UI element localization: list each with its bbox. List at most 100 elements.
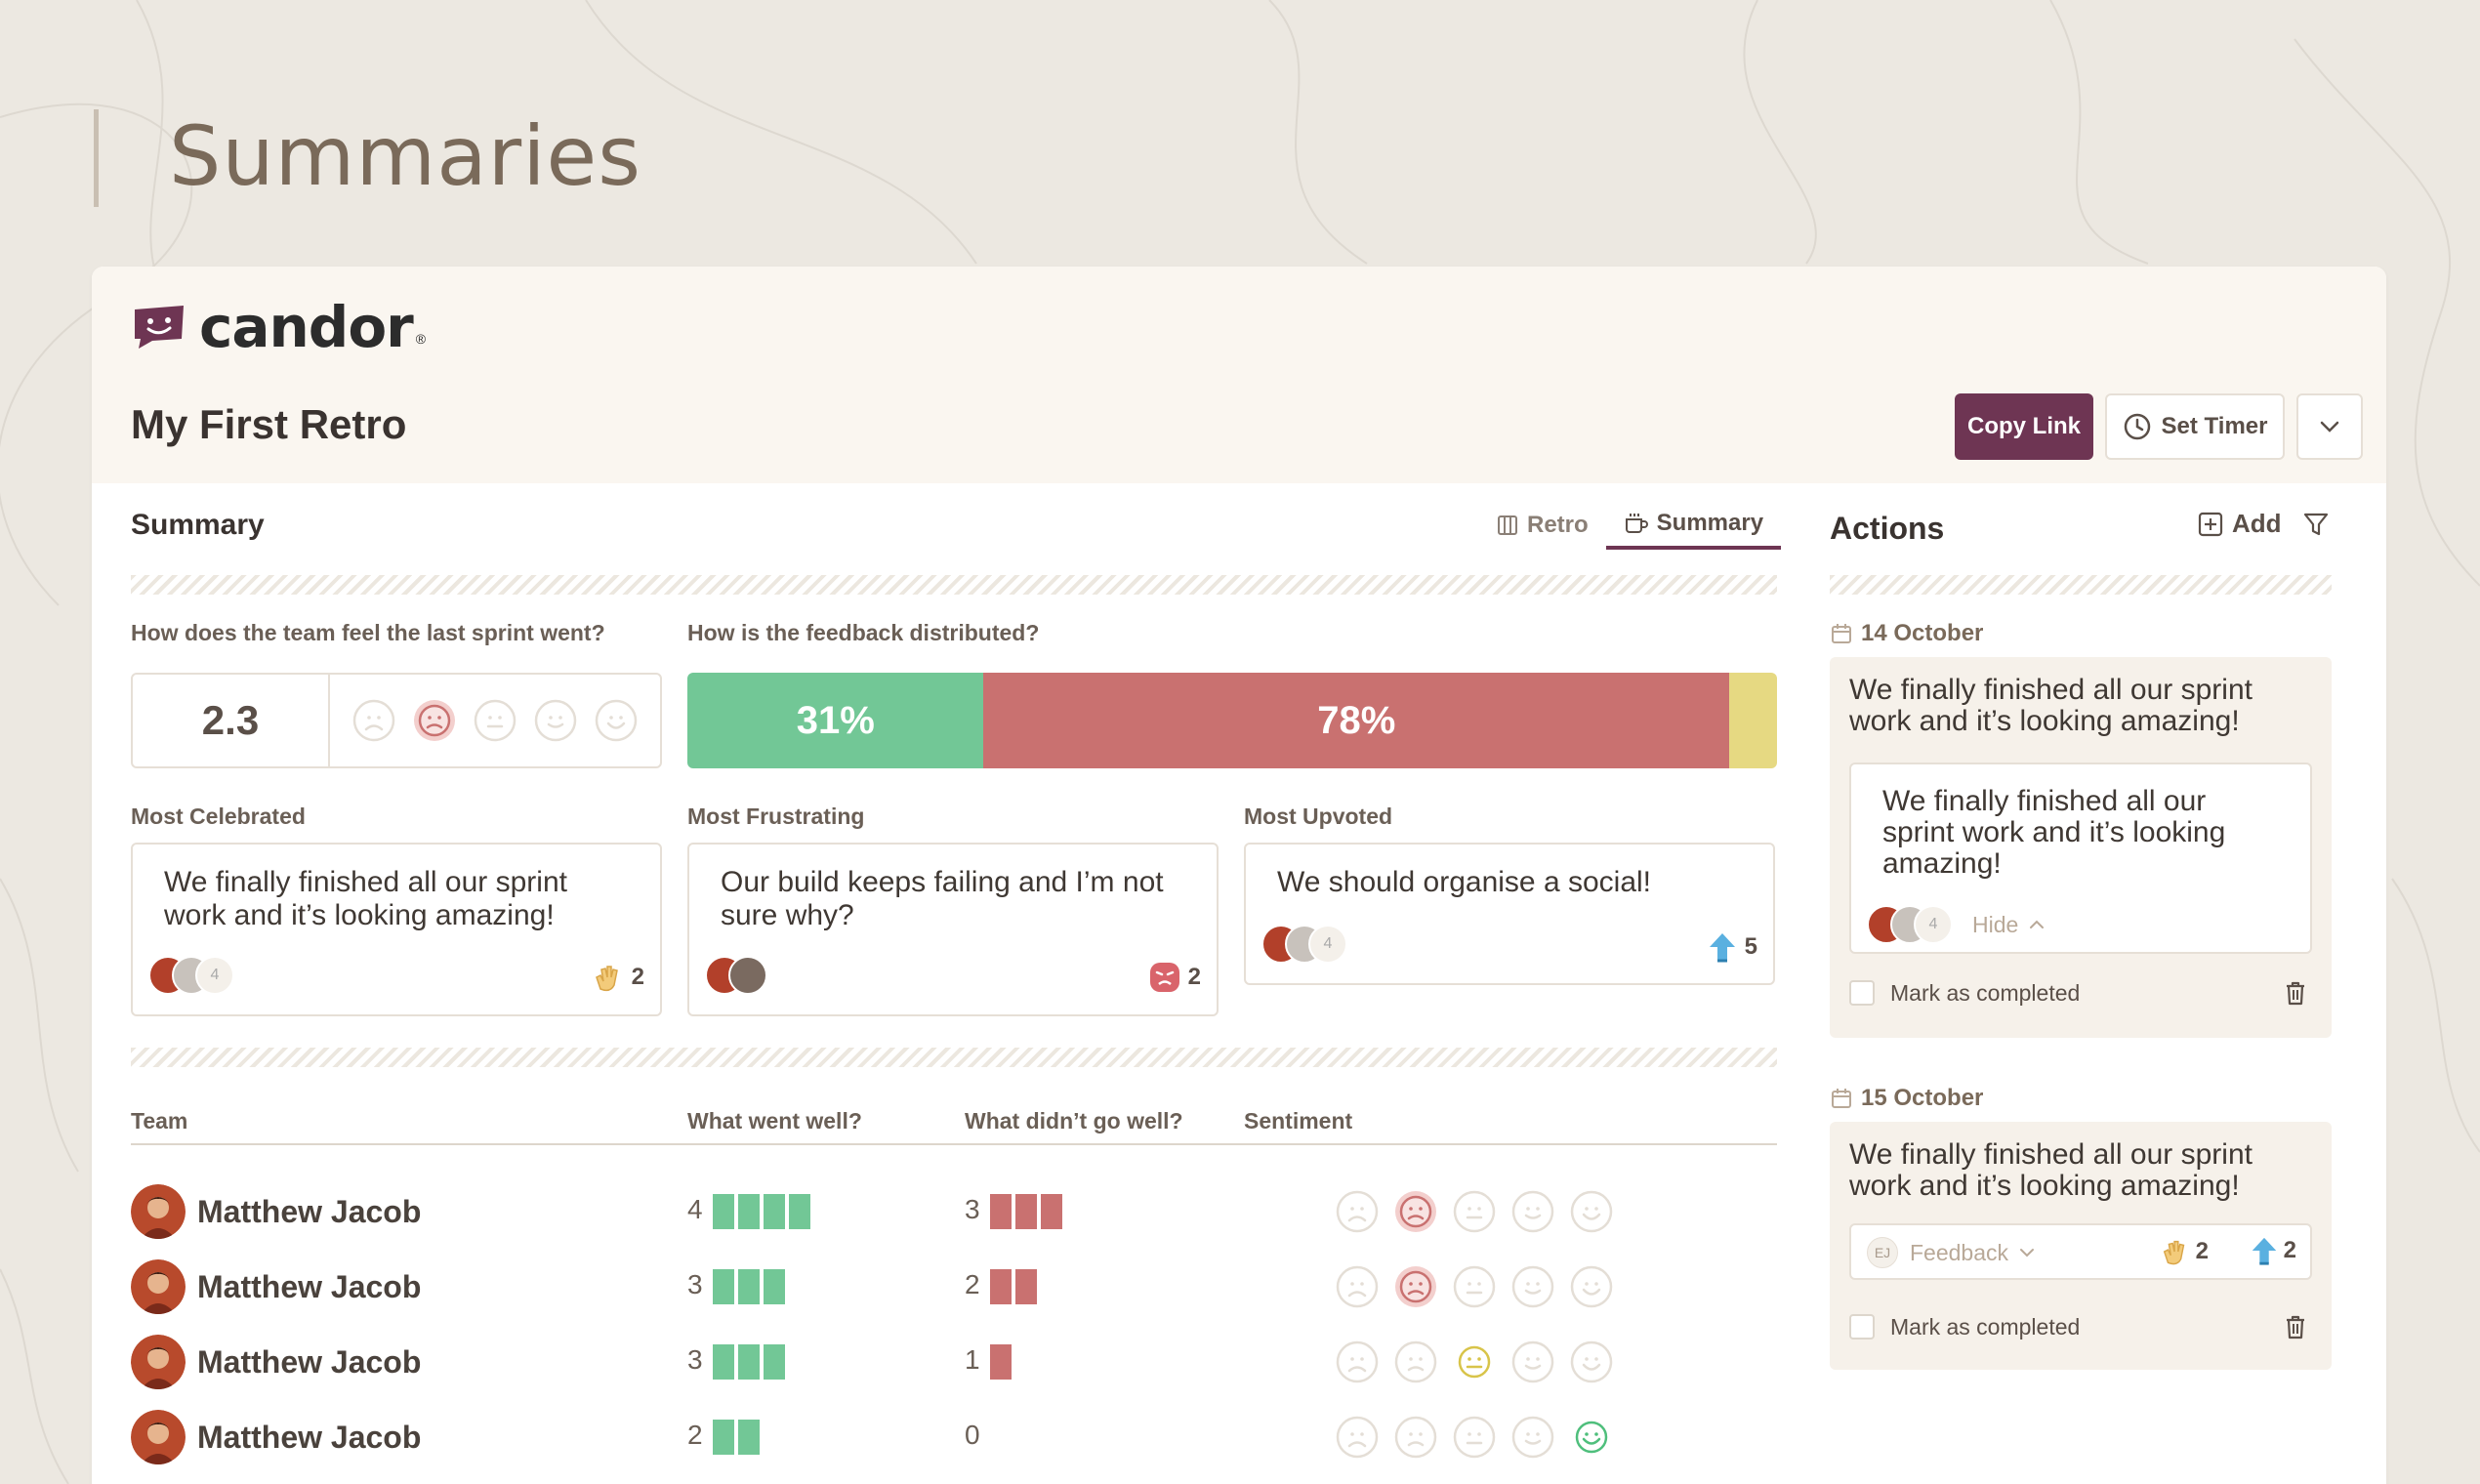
most-celebrated-text: We finally finished all our sprint work … — [164, 866, 567, 931]
clock-icon — [2123, 412, 2152, 441]
upvote-count: 5 — [1744, 933, 1757, 960]
most-celebrated-card[interactable]: We finally finished all our sprint work … — [131, 843, 662, 1016]
candor-logo[interactable]: candor ® — [131, 294, 426, 360]
trash-icon[interactable] — [2283, 1313, 2308, 1340]
didnt-go-well-bar-segment — [990, 1344, 1012, 1380]
sentiment-face-icon — [1511, 1190, 1554, 1233]
more-options-button[interactable] — [2296, 393, 2363, 460]
went-well-count: 4 — [687, 1194, 703, 1224]
set-timer-button[interactable]: Set Timer — [2105, 393, 2285, 460]
upvote-reaction[interactable]: 2 — [2249, 1235, 2296, 1266]
team-member-name: Matthew Jacob — [197, 1194, 422, 1229]
clap-reaction[interactable]: 2 — [2159, 1235, 2209, 1268]
clap-count: 2 — [631, 964, 644, 990]
divider-hatch — [131, 1048, 1777, 1067]
went-well-bar-segment — [764, 1269, 785, 1304]
avatar — [728, 956, 767, 995]
chevron-down-icon — [2319, 413, 2340, 440]
sentiment-face-icon — [1394, 1340, 1437, 1383]
filter-icon — [2302, 511, 2330, 543]
sentiment-face-icon — [1336, 1416, 1379, 1459]
mark-completed-checkbox[interactable] — [1849, 1314, 1875, 1340]
clap-icon — [2159, 1235, 2192, 1268]
linked-feedback-card[interactable]: We finally finished all our sprint work … — [1849, 763, 2312, 954]
avatar-stack: 4 — [1261, 925, 1347, 964]
team-member-name: Matthew Jacob — [197, 1420, 422, 1455]
avatar — [131, 1410, 186, 1464]
reaction-count[interactable]: 2 — [591, 960, 644, 995]
author-initials-avatar: EJ — [1867, 1237, 1898, 1268]
team-row: Matthew Jacob 2 0 — [131, 1410, 1777, 1478]
add-action-button[interactable]: Add — [2197, 509, 2282, 539]
action-group: We finally finished all our sprint work … — [1830, 1122, 2332, 1370]
sentiment-face-icon — [1336, 1265, 1379, 1308]
sentiment-face-icon — [1570, 1265, 1613, 1308]
didnt-go-well-bar-segment — [1015, 1269, 1037, 1304]
mark-completed-checkbox[interactable] — [1849, 980, 1875, 1006]
team-score: 2.3 — [133, 675, 330, 766]
sentiment-face-icon — [474, 699, 517, 742]
feedback-tag-label: Feedback — [1910, 1239, 2009, 1265]
didnt-go-well-bar — [990, 1344, 1015, 1380]
hide-toggle[interactable]: Hide — [1972, 912, 2046, 938]
upvote-icon — [1706, 930, 1739, 964]
trash-icon[interactable] — [2283, 979, 2308, 1007]
most-frustrating-card[interactable]: Our build keeps failing and I’m not sure… — [687, 843, 1219, 1016]
didnt-go-well-count: 0 — [965, 1420, 980, 1450]
filter-button[interactable] — [2302, 511, 2330, 543]
most-upvoted-card[interactable]: We should organise a social! 4 5 — [1244, 843, 1775, 985]
went-well-bar-segment — [738, 1269, 760, 1304]
reaction-count[interactable]: 2 — [1147, 960, 1201, 995]
columns-icon — [1496, 514, 1519, 537]
didnt-go-well-bar-segment — [1015, 1194, 1037, 1229]
team-column-header: Team — [131, 1108, 188, 1134]
feel-question: How does the team feel the last sprint w… — [131, 620, 605, 645]
sentiment-face-icon — [1570, 1340, 1613, 1383]
calendar-icon — [1830, 1087, 1853, 1110]
went-well-bar — [713, 1344, 789, 1380]
went-well-bar-segment — [713, 1194, 734, 1229]
view-tabs: Retro Summary — [1478, 501, 1782, 550]
angry-face-icon — [1147, 960, 1182, 995]
clap-count: 2 — [2195, 1238, 2209, 1264]
action-date: 15 October — [1830, 1085, 1983, 1112]
retro-card: candor ® My First Retro Copy Link Set Ti… — [92, 267, 2386, 1484]
sentiment-faces — [1336, 1416, 1629, 1459]
went-well-bar-segment — [713, 1420, 734, 1455]
team-member-name: Matthew Jacob — [197, 1344, 422, 1380]
feedback-tag[interactable]: EJ Feedback — [1867, 1237, 2036, 1268]
avatar — [131, 1259, 186, 1314]
avatar — [131, 1184, 186, 1239]
linked-feedback-bar[interactable]: EJ Feedback 2 2 — [1849, 1223, 2312, 1280]
sentiment-face-icon — [1453, 1416, 1496, 1459]
tab-retro[interactable]: Retro — [1478, 501, 1606, 550]
summary-heading: Summary — [131, 509, 265, 541]
sentiment-face-icon — [1511, 1265, 1554, 1308]
sentiment-faces — [1336, 1190, 1629, 1233]
went-well-bar — [713, 1269, 789, 1304]
action-date-label: 15 October — [1861, 1085, 1984, 1111]
tab-summary[interactable]: Summary — [1605, 501, 1782, 550]
score-faces — [330, 675, 660, 766]
team-row: Matthew Jacob 3 2 — [131, 1259, 1777, 1328]
tab-summary-label: Summary — [1656, 510, 1764, 536]
copy-link-button[interactable]: Copy Link — [1955, 393, 2093, 460]
angry-count: 2 — [1187, 964, 1201, 990]
went-well-bar — [713, 1194, 814, 1229]
most-upvoted-text: We should organise a social! — [1277, 866, 1651, 898]
calendar-icon — [1830, 622, 1853, 645]
distribution-question: How is the feedback distributed? — [687, 620, 1040, 645]
sentiment-face-icon — [1570, 1416, 1613, 1459]
retro-title: My First Retro — [131, 401, 407, 447]
sentiment-face-icon — [352, 699, 395, 742]
went-well-bar-segment — [738, 1344, 760, 1380]
page-title: Summaries — [169, 108, 642, 204]
didnt-go-well-bar-segment — [990, 1269, 1012, 1304]
distribution-segment — [1729, 673, 1777, 768]
sentiment-face-icon — [1336, 1190, 1379, 1233]
didnt-go-well-count: 3 — [965, 1194, 980, 1224]
avatar-extra-count: 4 — [1914, 905, 1953, 944]
sentiment-face-icon — [595, 699, 638, 742]
reaction-count[interactable]: 5 — [1706, 930, 1757, 964]
